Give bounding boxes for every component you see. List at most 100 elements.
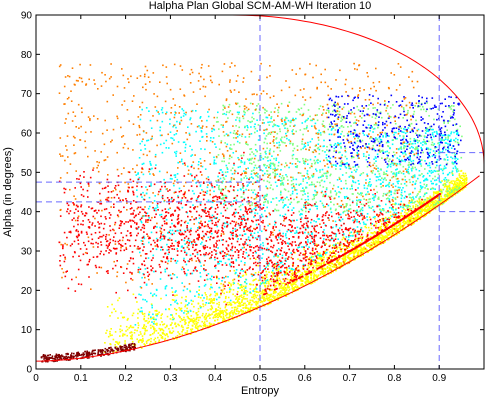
data-point bbox=[413, 154, 415, 157]
data-point bbox=[438, 141, 440, 144]
data-point bbox=[243, 197, 246, 200]
data-point bbox=[350, 235, 352, 237]
data-point bbox=[405, 184, 408, 187]
data-point bbox=[383, 217, 386, 220]
data-point bbox=[197, 296, 200, 298]
data-point bbox=[459, 125, 461, 128]
data-point bbox=[426, 199, 429, 201]
data-point bbox=[257, 298, 260, 301]
data-point bbox=[416, 212, 418, 215]
data-point bbox=[402, 152, 404, 155]
data-point bbox=[411, 215, 413, 218]
data-point bbox=[310, 277, 312, 280]
data-point bbox=[232, 289, 235, 291]
data-point bbox=[294, 166, 297, 168]
data-point bbox=[176, 337, 178, 340]
data-point bbox=[301, 280, 304, 282]
data-point bbox=[209, 314, 212, 316]
data-point bbox=[391, 230, 393, 233]
data-point bbox=[191, 324, 194, 327]
data-point bbox=[255, 252, 257, 254]
data-point bbox=[372, 169, 374, 172]
data-point bbox=[461, 182, 463, 185]
data-point bbox=[211, 307, 214, 310]
data-point bbox=[215, 313, 217, 315]
data-point bbox=[202, 327, 204, 330]
data-point bbox=[278, 284, 280, 287]
data-point bbox=[397, 182, 399, 185]
data-point bbox=[343, 196, 346, 198]
data-point bbox=[432, 177, 434, 180]
data-point bbox=[373, 148, 375, 151]
data-point bbox=[251, 151, 253, 153]
data-point bbox=[261, 297, 264, 299]
data-point bbox=[243, 302, 245, 305]
data-point bbox=[173, 274, 176, 276]
data-point bbox=[231, 167, 234, 169]
data-point bbox=[159, 126, 162, 129]
data-point bbox=[432, 206, 435, 209]
data-point bbox=[464, 172, 467, 175]
data-point bbox=[319, 256, 321, 258]
data-point bbox=[463, 184, 465, 187]
data-point bbox=[348, 208, 350, 210]
data-point bbox=[201, 165, 204, 168]
data-point bbox=[356, 231, 359, 234]
data-point bbox=[285, 271, 287, 273]
data-point bbox=[390, 190, 392, 193]
data-point bbox=[434, 154, 437, 157]
data-point bbox=[245, 242, 247, 245]
data-point bbox=[259, 243, 262, 246]
data-point bbox=[136, 189, 138, 191]
data-point bbox=[329, 181, 331, 184]
data-point bbox=[198, 161, 200, 163]
data-point bbox=[365, 146, 368, 148]
data-point bbox=[168, 330, 171, 333]
data-point bbox=[223, 203, 225, 205]
data-point bbox=[329, 207, 332, 210]
data-point bbox=[388, 216, 390, 219]
data-point bbox=[380, 182, 382, 185]
data-point bbox=[175, 153, 177, 155]
data-point bbox=[399, 226, 402, 229]
data-point bbox=[309, 280, 311, 283]
data-point bbox=[358, 254, 360, 257]
data-point bbox=[189, 310, 192, 312]
data-point bbox=[141, 276, 143, 279]
data-point bbox=[295, 158, 297, 160]
data-point bbox=[355, 244, 357, 246]
data-point bbox=[389, 232, 391, 234]
data-point bbox=[342, 245, 345, 247]
data-point bbox=[213, 311, 215, 313]
data-point bbox=[368, 182, 370, 184]
data-point bbox=[442, 184, 444, 186]
data-point bbox=[283, 205, 285, 207]
data-point bbox=[354, 181, 357, 184]
data-point bbox=[410, 145, 413, 148]
data-point bbox=[408, 193, 410, 196]
data-point bbox=[300, 107, 303, 110]
data-point bbox=[265, 185, 267, 188]
data-point bbox=[337, 266, 339, 268]
data-point bbox=[235, 211, 237, 214]
data-point bbox=[389, 201, 391, 204]
data-point bbox=[257, 124, 260, 126]
data-point bbox=[211, 302, 214, 304]
data-point bbox=[247, 126, 249, 129]
data-point bbox=[321, 174, 324, 176]
data-point bbox=[156, 324, 158, 326]
data-point bbox=[356, 204, 358, 206]
data-point bbox=[419, 211, 421, 214]
data-point bbox=[424, 178, 426, 181]
data-point bbox=[276, 173, 279, 175]
data-point bbox=[357, 137, 359, 140]
data-point bbox=[448, 193, 451, 195]
data-point bbox=[387, 117, 389, 120]
data-point bbox=[389, 163, 392, 166]
data-point bbox=[386, 141, 389, 143]
data-point bbox=[150, 164, 152, 166]
data-point bbox=[223, 178, 226, 180]
data-point bbox=[250, 189, 253, 191]
data-point bbox=[237, 298, 240, 300]
data-point bbox=[209, 277, 212, 280]
